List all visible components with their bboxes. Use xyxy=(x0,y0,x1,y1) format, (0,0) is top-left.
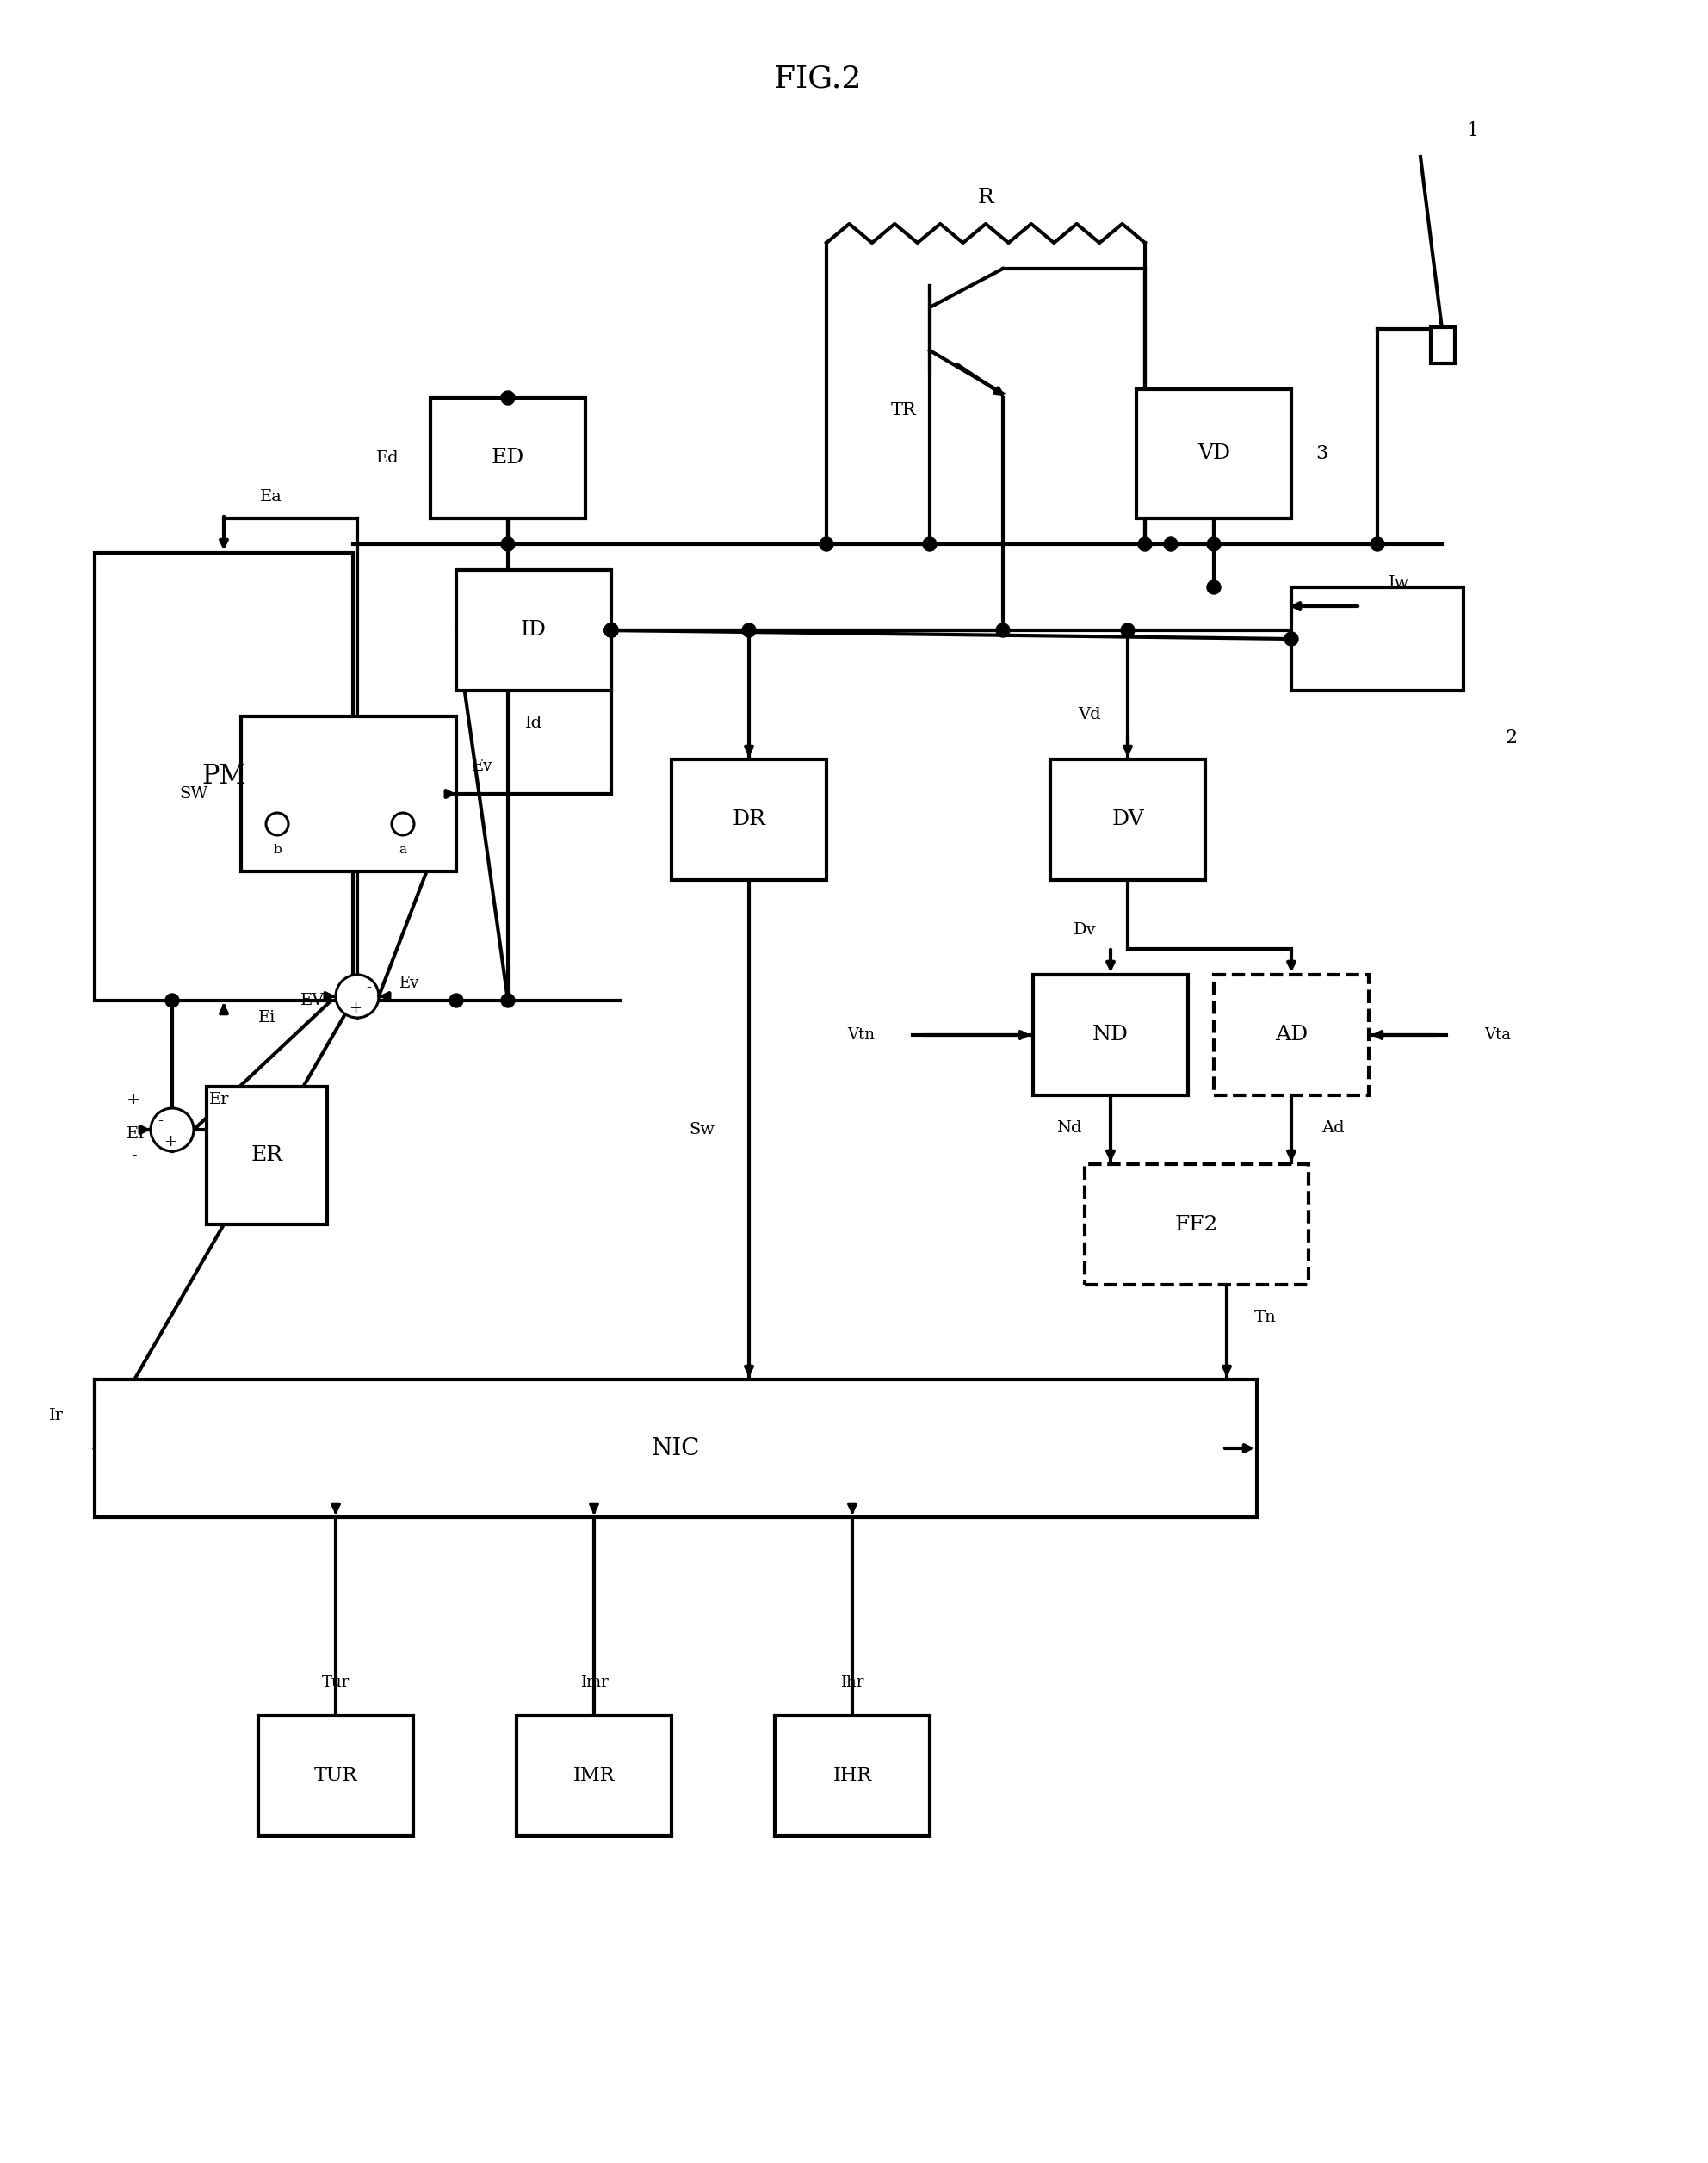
Text: TUR: TUR xyxy=(314,1765,357,1784)
Bar xyxy=(241,716,456,872)
Text: DR: DR xyxy=(733,809,765,831)
Bar xyxy=(1085,1164,1308,1285)
Circle shape xyxy=(1208,536,1221,552)
Bar xyxy=(671,759,827,880)
Bar xyxy=(456,571,611,690)
Text: Ea: Ea xyxy=(260,489,282,504)
Circle shape xyxy=(150,1107,193,1151)
Text: PM: PM xyxy=(202,764,246,789)
Text: Ir: Ir xyxy=(50,1408,63,1423)
Text: ND: ND xyxy=(1093,1025,1129,1045)
Circle shape xyxy=(500,392,514,404)
Circle shape xyxy=(605,623,618,638)
Text: DV: DV xyxy=(1112,809,1144,831)
Bar xyxy=(1214,976,1368,1094)
Circle shape xyxy=(605,623,618,638)
Circle shape xyxy=(1163,536,1179,552)
Circle shape xyxy=(1284,632,1298,647)
Bar xyxy=(516,1715,671,1836)
Text: Vtn: Vtn xyxy=(847,1027,874,1043)
Circle shape xyxy=(1370,536,1383,552)
Text: Sw: Sw xyxy=(688,1123,714,1138)
Circle shape xyxy=(741,623,757,638)
Circle shape xyxy=(1120,623,1134,638)
Text: AD: AD xyxy=(1274,1025,1308,1045)
Text: Vd: Vd xyxy=(1078,707,1100,722)
Circle shape xyxy=(166,993,179,1008)
Text: -: - xyxy=(130,1149,137,1164)
Text: NIC: NIC xyxy=(651,1436,700,1460)
Text: Tur: Tur xyxy=(321,1674,350,1689)
Circle shape xyxy=(996,623,1009,638)
Bar xyxy=(1136,389,1291,519)
Text: -: - xyxy=(366,980,371,995)
Text: TR: TR xyxy=(892,402,917,420)
Text: Dv: Dv xyxy=(1073,921,1097,939)
Text: -: - xyxy=(157,1114,162,1129)
Bar xyxy=(775,1715,929,1836)
Circle shape xyxy=(605,623,618,638)
Text: FIG.2: FIG.2 xyxy=(774,65,861,93)
Circle shape xyxy=(449,993,463,1008)
Circle shape xyxy=(922,536,936,552)
Text: a: a xyxy=(400,844,407,857)
Text: Imr: Imr xyxy=(581,1674,608,1689)
Circle shape xyxy=(500,536,514,552)
Text: R: R xyxy=(977,188,994,208)
Text: Id: Id xyxy=(524,716,543,731)
Text: ER: ER xyxy=(251,1146,284,1166)
Text: IHR: IHR xyxy=(834,1765,871,1784)
Circle shape xyxy=(1138,536,1151,552)
Text: +: + xyxy=(348,1001,362,1017)
Bar xyxy=(430,398,586,519)
Text: 1: 1 xyxy=(1465,121,1477,141)
Text: ED: ED xyxy=(492,448,524,467)
Bar xyxy=(1050,759,1206,880)
Text: Ev: Ev xyxy=(400,976,418,991)
Bar xyxy=(94,1380,1257,1516)
Bar xyxy=(258,1715,413,1836)
Bar xyxy=(94,554,354,1001)
Circle shape xyxy=(336,976,379,1019)
Text: Vta: Vta xyxy=(1484,1027,1512,1043)
Bar xyxy=(1033,976,1189,1094)
Text: 3: 3 xyxy=(1315,443,1327,463)
Text: EI: EI xyxy=(126,1127,145,1142)
Circle shape xyxy=(266,813,289,835)
Text: ID: ID xyxy=(521,621,547,640)
Bar xyxy=(1431,327,1455,363)
Text: 2: 2 xyxy=(1505,729,1517,748)
Text: Ad: Ad xyxy=(1322,1120,1344,1136)
Text: SW: SW xyxy=(179,785,208,802)
Text: +: + xyxy=(126,1092,140,1107)
Text: Ihr: Ihr xyxy=(840,1674,864,1689)
Text: FF2: FF2 xyxy=(1175,1216,1218,1235)
Text: Er: Er xyxy=(210,1092,229,1107)
Bar xyxy=(207,1086,328,1224)
Text: Ed: Ed xyxy=(376,450,400,465)
Text: Nd: Nd xyxy=(1057,1120,1081,1136)
Text: Tn: Tn xyxy=(1254,1309,1276,1326)
Text: b: b xyxy=(273,844,282,857)
Circle shape xyxy=(605,623,618,638)
Text: +: + xyxy=(164,1133,178,1149)
Circle shape xyxy=(500,993,514,1008)
Circle shape xyxy=(391,813,413,835)
Text: Ev: Ev xyxy=(471,759,492,774)
Text: EV: EV xyxy=(301,993,325,1008)
Circle shape xyxy=(820,536,834,552)
Text: VD: VD xyxy=(1197,443,1230,463)
Circle shape xyxy=(1208,580,1221,595)
Text: Ei: Ei xyxy=(258,1010,275,1025)
Text: IMR: IMR xyxy=(574,1765,615,1784)
Bar xyxy=(1291,586,1464,690)
Text: Iw: Iw xyxy=(1389,575,1409,590)
